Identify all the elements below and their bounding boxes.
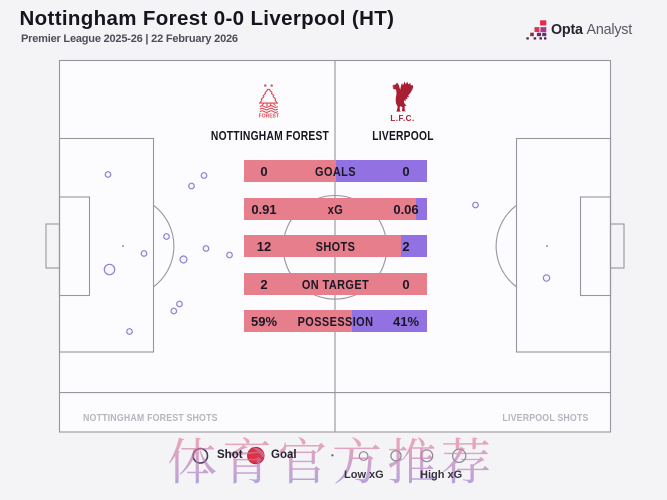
svg-text:L.F.C.: L.F.C. <box>390 114 414 123</box>
svg-text:FOREST: FOREST <box>259 114 279 120</box>
